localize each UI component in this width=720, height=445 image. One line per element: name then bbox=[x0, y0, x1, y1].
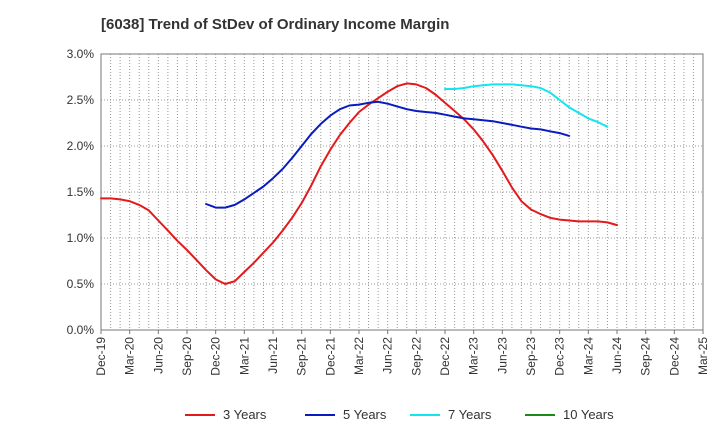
x-tick-label: Sep-24 bbox=[639, 337, 653, 376]
axis-layer: 0.0% 0.5% 1.0% 1.5% 2.0% 2.5% 3.0% Dec-19 Mar-20… bbox=[67, 47, 710, 376]
x-tick-label: Sep-22 bbox=[409, 337, 423, 376]
series-line-5-years bbox=[205, 100, 571, 209]
y-tick-label: 1.0% bbox=[67, 231, 95, 245]
x-tick-label: Sep-20 bbox=[180, 337, 194, 376]
legend-item-10-years: 10 Years bbox=[525, 407, 614, 422]
legend-item-7-years: 7 Years bbox=[410, 407, 492, 422]
y-tick-label: 3.0% bbox=[67, 47, 95, 61]
x-tick-label: Mar-23 bbox=[467, 337, 481, 375]
y-tick-label: 2.0% bbox=[67, 139, 95, 153]
chart-title: [6038] Trend of StDev of Ordinary Income… bbox=[101, 16, 449, 33]
x-tick-label: Mar-24 bbox=[581, 337, 595, 375]
x-tick-label: Dec-19 bbox=[94, 337, 108, 376]
series-line-7-years bbox=[444, 83, 609, 128]
x-tick-label: Sep-23 bbox=[524, 337, 538, 376]
series-line-3-years bbox=[100, 82, 618, 285]
legend-item-3-years: 3 Years bbox=[185, 407, 267, 422]
y-tick-label: 1.5% bbox=[67, 185, 95, 199]
legend-label: 3 Years bbox=[223, 407, 267, 422]
y-tick-label: 0.5% bbox=[67, 277, 95, 291]
legend: 3 Years 5 Years 7 Years 10 Years bbox=[185, 407, 614, 422]
x-tick-label: Jun-23 bbox=[495, 337, 509, 374]
x-tick-label: Mar-25 bbox=[696, 337, 710, 375]
x-tick-label: Mar-20 bbox=[123, 337, 137, 375]
x-tick-label: Mar-22 bbox=[352, 337, 366, 375]
legend-item-5-years: 5 Years bbox=[305, 407, 387, 422]
x-tick-label: Dec-21 bbox=[323, 337, 337, 376]
series-layer bbox=[100, 82, 618, 285]
x-tick-label: Dec-24 bbox=[667, 337, 681, 376]
x-tick-label: Sep-21 bbox=[295, 337, 309, 376]
legend-label: 5 Years bbox=[343, 407, 387, 422]
y-tick-label: 2.5% bbox=[67, 93, 95, 107]
x-tick-label: Jun-22 bbox=[381, 337, 395, 374]
x-tick-label: Mar-21 bbox=[237, 337, 251, 375]
grid-layer bbox=[101, 54, 703, 330]
plot-frame bbox=[100, 53, 704, 331]
x-tick-label: Jun-24 bbox=[610, 337, 624, 374]
x-tick-label: Jun-21 bbox=[266, 337, 280, 374]
x-tick-label: Dec-20 bbox=[209, 337, 223, 376]
x-tick-label: Dec-22 bbox=[438, 337, 452, 376]
legend-label: 7 Years bbox=[448, 407, 492, 422]
x-tick-label: Dec-23 bbox=[553, 337, 567, 376]
x-tick-label: Jun-20 bbox=[151, 337, 165, 374]
legend-label: 10 Years bbox=[563, 407, 614, 422]
y-tick-label: 0.0% bbox=[67, 323, 95, 337]
